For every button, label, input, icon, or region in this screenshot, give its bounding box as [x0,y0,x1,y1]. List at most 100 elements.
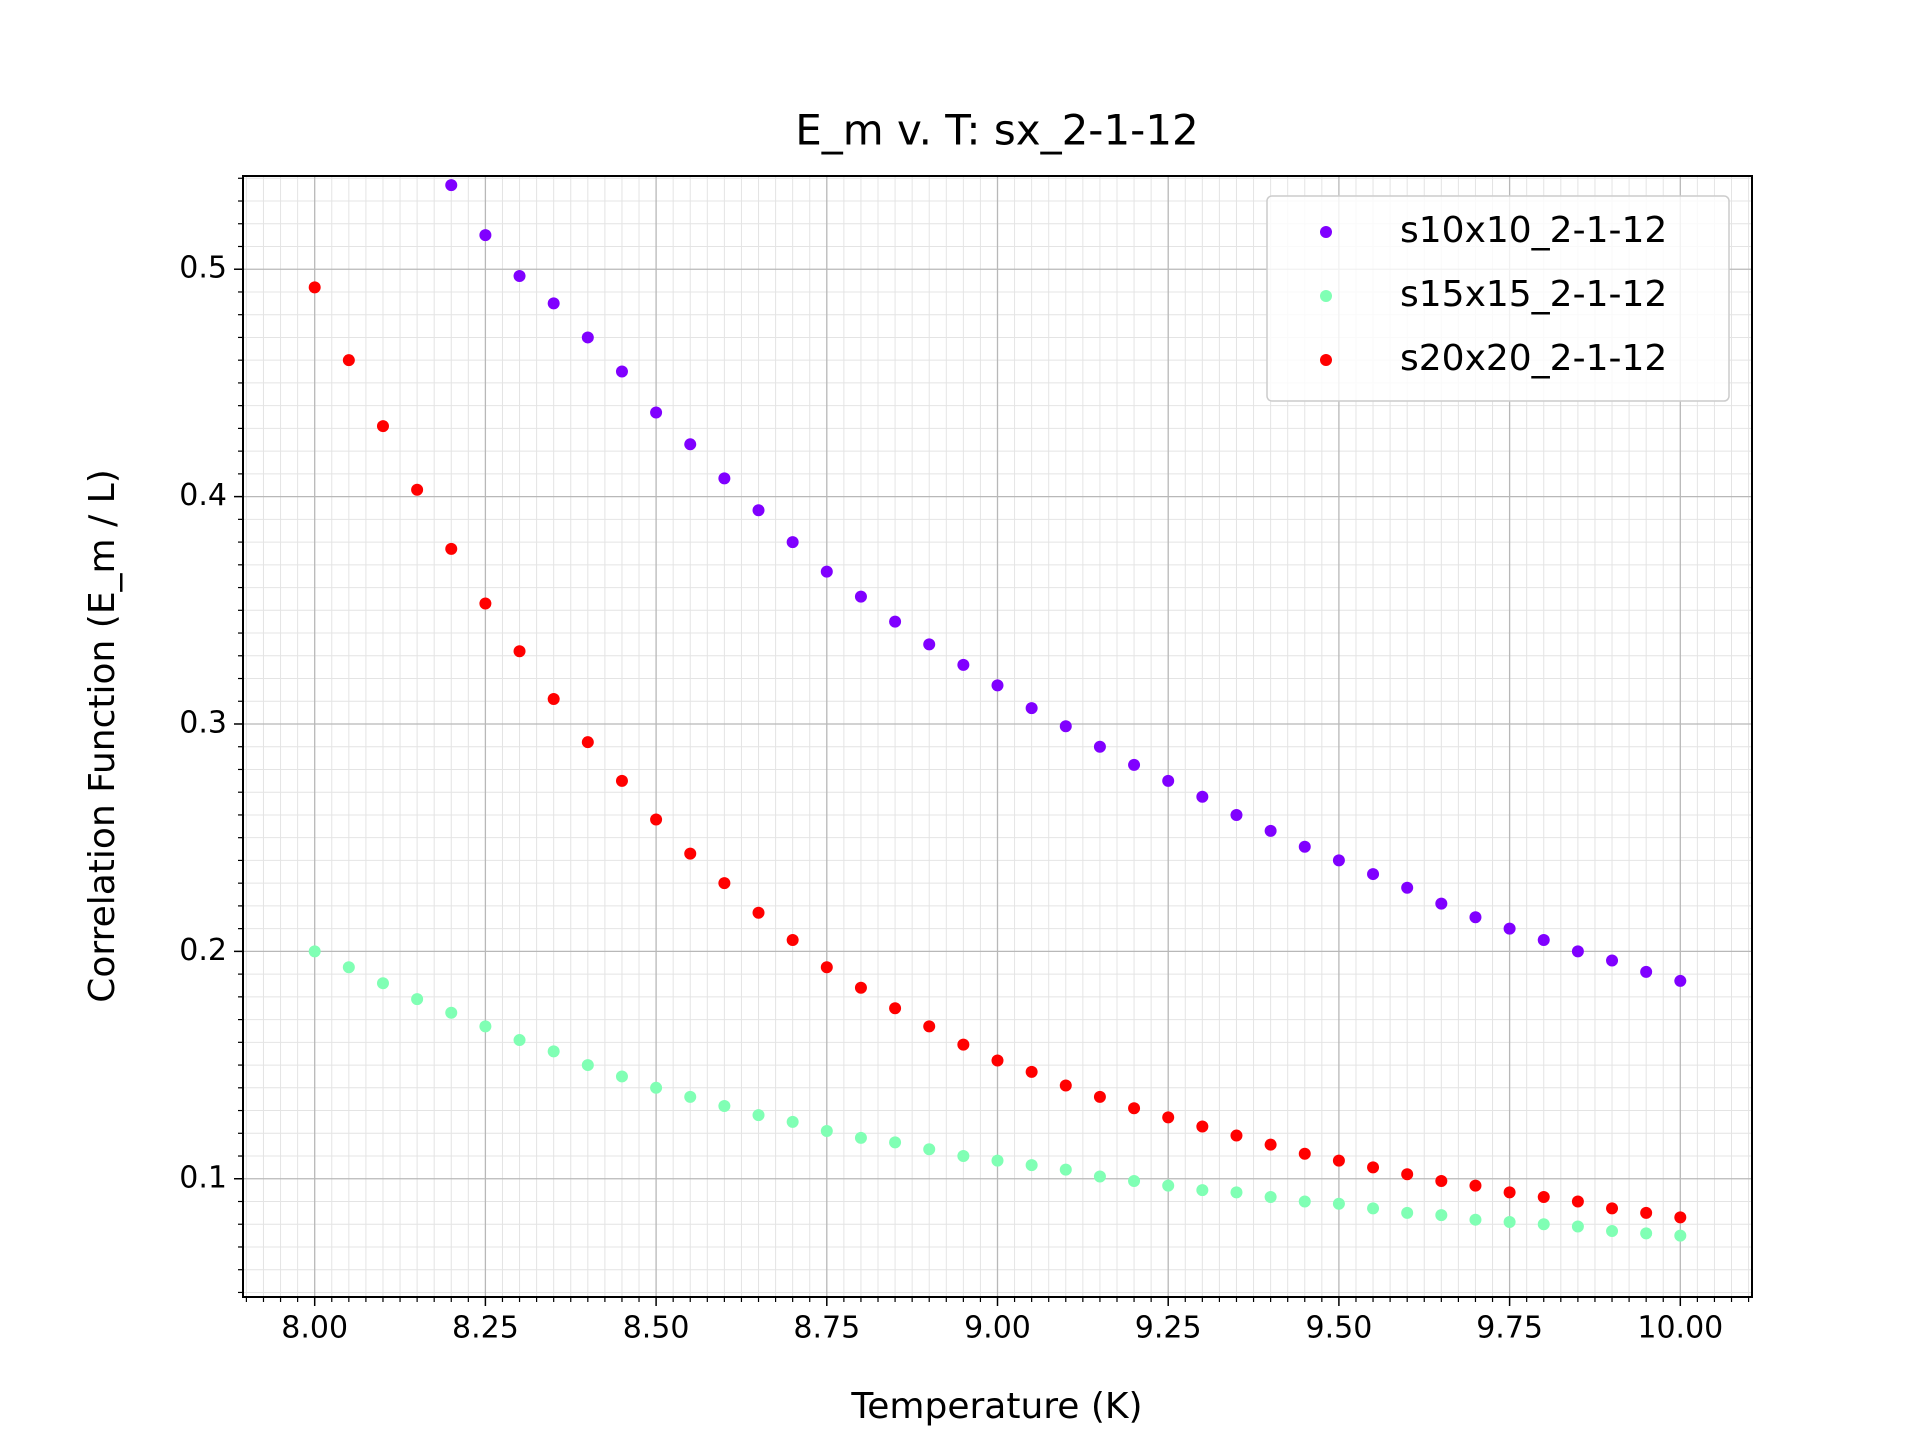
data-point [308,945,321,958]
data-point [581,1059,594,1072]
data-point [376,977,389,990]
data-point [820,565,833,578]
data-point [547,297,560,310]
data-point [752,906,765,919]
data-point [513,270,526,283]
data-point [615,1070,628,1083]
data-point [1537,934,1550,947]
legend-label: s15x15_2-1-12 [1400,274,1667,315]
data-point [991,1154,1004,1167]
data-point [1435,897,1448,910]
data-point [1025,1159,1038,1172]
legend-box [1266,195,1730,402]
data-point [1128,1102,1141,1115]
data-point [854,981,867,994]
data-point [854,1131,867,1144]
data-point [1025,1065,1038,1078]
x-axis-label: Temperature (K) [850,1386,1142,1427]
data-point [650,406,663,419]
data-point [786,536,799,549]
data-point [1298,1147,1311,1160]
data-point [342,961,355,974]
data-point [1059,1163,1072,1176]
data-point [1571,1195,1584,1208]
data-point [1230,1186,1243,1199]
data-point [1674,1229,1687,1242]
data-point [752,504,765,517]
data-point [1264,1138,1277,1151]
data-point [650,1081,663,1094]
data-point [1264,824,1277,837]
data-point [479,229,492,242]
data-point [1059,720,1072,733]
data-point [1162,774,1175,787]
data-point [889,1002,902,1015]
data-point [1469,1179,1482,1192]
data-point [957,1038,970,1051]
data-point [1128,1175,1141,1188]
data-point [820,961,833,974]
x-tick-label: 8.25 [452,1311,519,1346]
data-point [615,774,628,787]
data-point [1503,1186,1516,1199]
data-point [342,354,355,367]
chart-title: E_m v. T: sx_2-1-12 [795,106,1199,155]
data-point [1571,945,1584,958]
data-point [991,1054,1004,1067]
data-point [1298,1195,1311,1208]
data-point [718,472,731,485]
data-point [411,993,424,1006]
data-point [1674,974,1687,987]
data-point [1606,1225,1619,1238]
data-point [1401,881,1414,894]
legend-label: s10x10_2-1-12 [1400,210,1667,251]
data-point [411,483,424,496]
data-point [1162,1111,1175,1124]
data-point [1606,954,1619,967]
data-point [1401,1206,1414,1219]
data-point [513,1034,526,1047]
data-point [1606,1202,1619,1215]
data-point [1093,1090,1106,1103]
data-point [1162,1179,1175,1192]
data-point [1196,790,1209,803]
legend-label: s20x20_2-1-12 [1400,338,1667,379]
data-point [581,331,594,344]
data-point [650,813,663,826]
data-point [889,1136,902,1149]
x-tick-label: 10.00 [1637,1311,1723,1346]
data-point [923,638,936,651]
data-point [1196,1184,1209,1197]
plot-area [308,179,1687,1242]
data-point [1332,1197,1345,1210]
data-point [1367,868,1380,881]
y-tick-label: 0.4 [179,478,227,513]
x-tick-label: 9.00 [964,1311,1031,1346]
y-tick-label: 0.3 [179,705,227,740]
data-point [1230,1129,1243,1142]
data-point [1025,702,1038,715]
data-point [1332,854,1345,867]
data-point [1640,965,1653,978]
data-point [1469,1213,1482,1226]
data-point [923,1020,936,1033]
legend-marker [1320,290,1332,302]
data-point [1640,1206,1653,1219]
legend-marker [1320,226,1332,238]
data-point [308,281,321,294]
data-point [684,847,697,860]
data-point [1059,1079,1072,1092]
x-tick-label: 8.50 [623,1311,690,1346]
data-point [1674,1211,1687,1224]
data-point [1230,808,1243,821]
data-point [547,692,560,705]
y-axis-label: Correlation Function (E_m / L) [82,469,123,1003]
data-point [1196,1120,1209,1133]
plot-frame [242,175,1753,1298]
data-point [615,365,628,378]
data-point [1640,1227,1653,1240]
data-point [957,1150,970,1163]
data-point [786,1115,799,1128]
data-point [581,736,594,749]
